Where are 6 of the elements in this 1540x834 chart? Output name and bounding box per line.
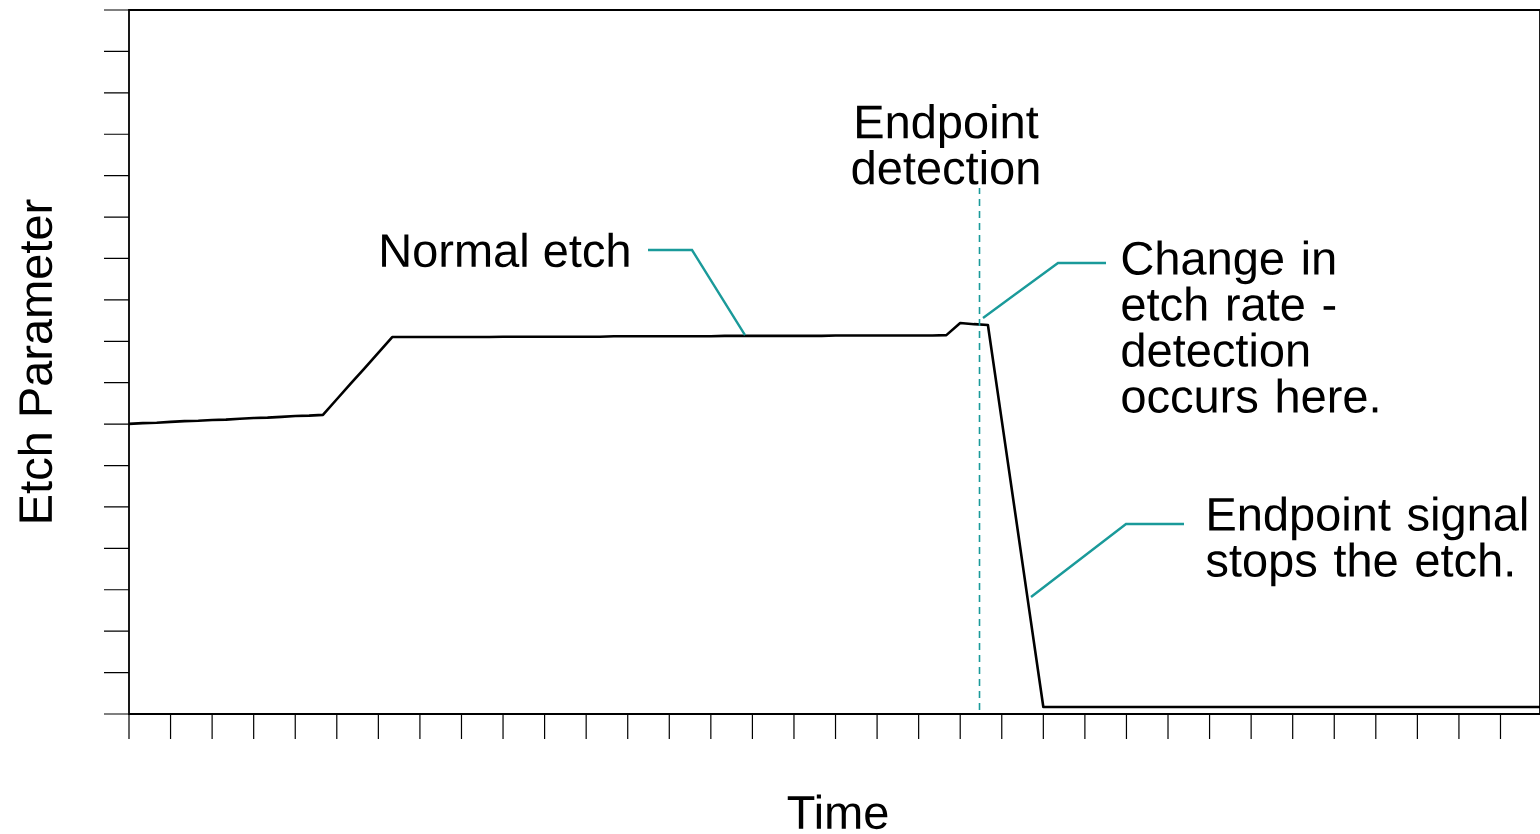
x-axis-title: Time <box>787 794 888 830</box>
annotation: Endpoint signal stops the etch. <box>1206 496 1527 587</box>
text: Endpoint detection <box>852 104 1039 185</box>
y-axis-title: Etch Parameter <box>17 199 53 522</box>
annotation: Normal etch <box>382 232 629 268</box>
annotation: Change in etch rate - detection occurs here. <box>1122 240 1378 413</box>
